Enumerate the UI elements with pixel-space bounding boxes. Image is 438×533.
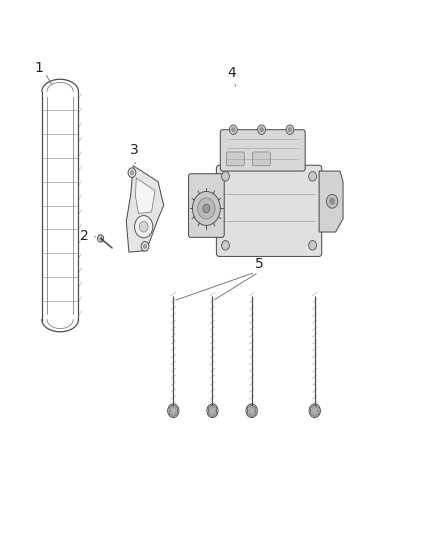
Circle shape <box>246 404 257 418</box>
Polygon shape <box>135 178 155 214</box>
Circle shape <box>207 404 218 418</box>
FancyBboxPatch shape <box>188 174 224 237</box>
Circle shape <box>326 195 338 208</box>
Circle shape <box>286 125 294 134</box>
Circle shape <box>309 240 317 250</box>
Text: 2: 2 <box>80 229 88 243</box>
Circle shape <box>139 221 148 232</box>
Circle shape <box>232 127 235 132</box>
Circle shape <box>192 191 220 225</box>
Circle shape <box>98 235 104 242</box>
Text: 4: 4 <box>228 66 237 80</box>
FancyBboxPatch shape <box>216 165 322 256</box>
Circle shape <box>312 407 318 415</box>
Text: 1: 1 <box>34 61 43 75</box>
Circle shape <box>143 244 147 248</box>
Text: 5: 5 <box>255 257 264 271</box>
Circle shape <box>258 125 265 134</box>
FancyBboxPatch shape <box>226 152 244 166</box>
Circle shape <box>222 172 230 181</box>
Circle shape <box>260 127 263 132</box>
Polygon shape <box>319 171 343 232</box>
Text: 3: 3 <box>130 143 138 157</box>
Circle shape <box>309 172 317 181</box>
Circle shape <box>209 407 215 415</box>
Circle shape <box>249 407 254 415</box>
Circle shape <box>134 216 153 238</box>
Circle shape <box>141 241 149 251</box>
Circle shape <box>309 404 321 418</box>
Circle shape <box>329 198 335 205</box>
Circle shape <box>168 404 179 418</box>
Circle shape <box>230 125 237 134</box>
Circle shape <box>203 204 210 213</box>
Circle shape <box>170 407 177 415</box>
Circle shape <box>222 240 230 250</box>
FancyBboxPatch shape <box>220 130 305 171</box>
Polygon shape <box>126 166 164 252</box>
Circle shape <box>288 127 292 132</box>
Circle shape <box>128 168 136 177</box>
Circle shape <box>130 171 134 175</box>
FancyBboxPatch shape <box>253 152 270 166</box>
Circle shape <box>198 198 215 219</box>
